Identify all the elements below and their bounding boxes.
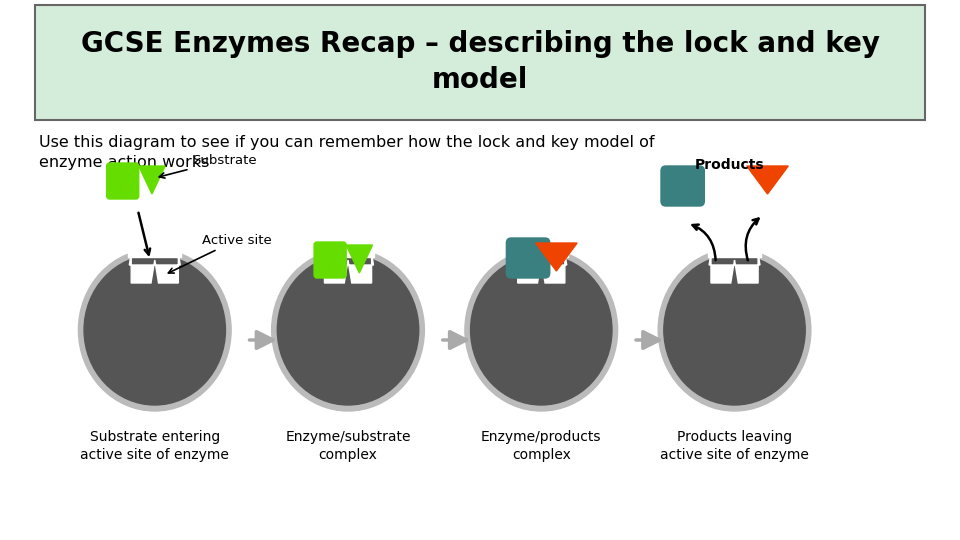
Circle shape [277, 255, 419, 405]
Polygon shape [709, 253, 760, 283]
Text: Substrate entering
active site of enzyme: Substrate entering active site of enzyme [81, 430, 229, 462]
Polygon shape [347, 245, 372, 273]
Text: Enzyme/products
complex: Enzyme/products complex [481, 430, 602, 462]
Circle shape [659, 249, 811, 411]
Circle shape [470, 255, 612, 405]
FancyBboxPatch shape [36, 5, 924, 120]
Text: Substrate: Substrate [159, 153, 257, 178]
Bar [322, 245, 374, 257]
Circle shape [79, 249, 231, 411]
Polygon shape [323, 253, 373, 283]
FancyBboxPatch shape [107, 163, 139, 199]
Text: Enzyme/substrate
complex: Enzyme/substrate complex [285, 430, 411, 462]
Circle shape [272, 249, 424, 411]
Text: Use this diagram to see if you can remember how the lock and key model of
enzyme: Use this diagram to see if you can remem… [38, 135, 655, 171]
Text: Products leaving
active site of enzyme: Products leaving active site of enzyme [660, 430, 809, 462]
Polygon shape [536, 243, 577, 271]
Circle shape [465, 249, 617, 411]
Bar [515, 245, 567, 257]
FancyBboxPatch shape [661, 166, 705, 206]
Polygon shape [130, 253, 180, 283]
Polygon shape [139, 166, 165, 194]
FancyBboxPatch shape [314, 242, 347, 278]
Text: Products: Products [695, 158, 764, 172]
Text: GCSE Enzymes Recap – describing the lock and key
model: GCSE Enzymes Recap – describing the lock… [81, 30, 879, 94]
Text: Active site: Active site [168, 233, 272, 273]
Polygon shape [747, 166, 788, 194]
Circle shape [84, 255, 226, 405]
FancyBboxPatch shape [506, 238, 550, 278]
Circle shape [663, 255, 805, 405]
Bar [708, 245, 761, 257]
Bar [129, 245, 181, 257]
Polygon shape [516, 253, 566, 283]
